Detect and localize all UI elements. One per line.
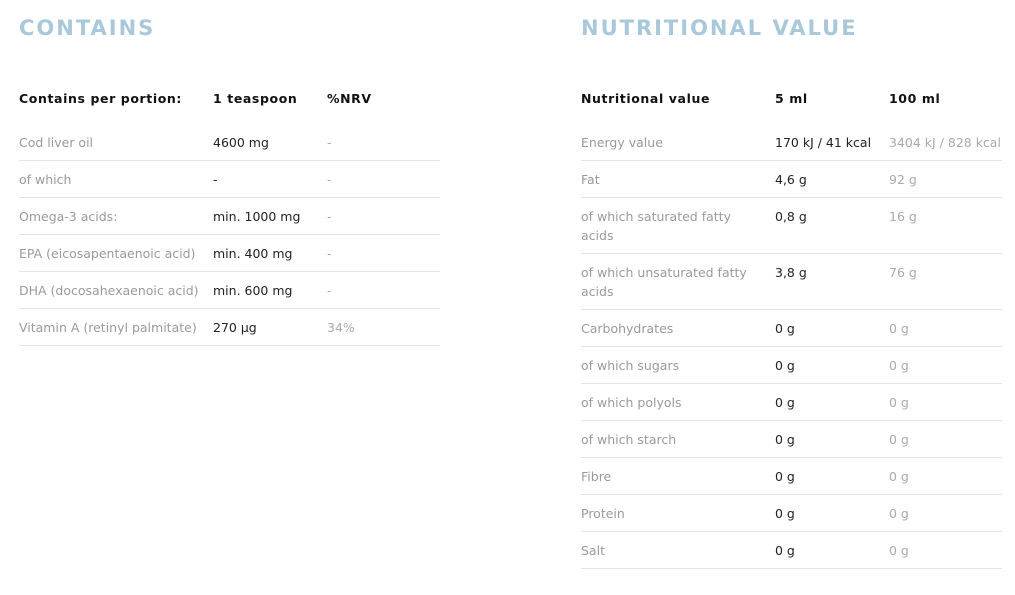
column-header: 100 ml [889,91,941,106]
row-value: 0,8 g [775,209,807,224]
row-label: of which [19,172,72,187]
table-row: of which - - [19,161,440,198]
row-value-secondary: 0 g [889,469,909,484]
row-value-secondary: - [327,209,332,224]
table-row: Omega-3 acids: min. 1000 mg - [19,198,440,235]
table-row: Fat 4,6 g 92 g [581,161,1002,198]
table-row: Salt 0 g 0 g [581,532,1002,569]
row-value: 0 g [775,432,795,447]
row-label: Energy value [581,135,663,150]
row-value: 4,6 g [775,172,807,187]
column-header: 5 ml [775,91,808,106]
table-row: of which saturated fatty acids 0,8 g 16 g [581,198,1002,254]
row-value: 3,8 g [775,265,807,280]
row-value: 0 g [775,506,795,521]
row-value: min. 400 mg [213,246,293,261]
row-value: 4600 mg [213,135,269,150]
table-row: Energy value 170 kJ / 41 kcal 3404 kJ / 82… [581,124,1002,161]
row-label: of which saturated fatty acids [581,209,731,243]
row-value-secondary: 0 g [889,506,909,521]
row-value-secondary: - [327,135,332,150]
row-label: EPA (eicosapentaenoic acid) [19,246,196,261]
table-row: Carbohydrates 0 g 0 g [581,310,1002,347]
row-value: 170 kJ / 41 kcal [775,135,872,150]
row-value-secondary: - [327,283,332,298]
row-label: Fibre [581,469,612,484]
column-header: Contains per portion: [19,91,183,106]
row-label: Vitamin A (retinyl palmitate) [19,320,197,335]
row-label: Salt [581,543,605,558]
column-header: 1 teaspoon [213,91,298,106]
table-header: Contains per portion: 1 teaspoon %NRV [19,89,440,109]
table-row: Vitamin A (retinyl palmitate) 270 µg 34% [19,309,440,346]
row-value: 0 g [775,469,795,484]
contains-title: CONTAINS [19,16,156,40]
table-row: EPA (eicosapentaenoic acid) min. 400 mg - [19,235,440,272]
row-value: min. 1000 mg [213,209,301,224]
row-value: 0 g [775,358,795,373]
row-value-secondary: 3404 kJ / 828 kcal [889,135,1001,150]
row-label: Protein [581,506,625,521]
row-label: of which unsaturated fatty acids [581,265,747,299]
row-value: - [213,172,218,187]
contains-table: Contains per portion: 1 teaspoon %NRV Cod l… [19,89,440,346]
row-value-secondary: 76 g [889,265,917,280]
nutritional-value-table: Nutritional value 5 ml 100 ml Energy value 1… [581,89,1002,569]
row-value: 270 µg [213,320,257,335]
row-value: min. 600 mg [213,283,293,298]
table-row: of which starch 0 g 0 g [581,421,1002,458]
column-header: %NRV [327,91,372,106]
table-header: Nutritional value 5 ml 100 ml [581,89,1002,109]
row-label: of which starch [581,432,677,447]
row-value-secondary: 0 g [889,432,909,447]
column-header: Nutritional value [581,91,711,106]
table-row: Protein 0 g 0 g [581,495,1002,532]
table-row: Fibre 0 g 0 g [581,458,1002,495]
row-value-secondary: 0 g [889,321,909,336]
row-label: Fat [581,172,600,187]
row-value-secondary: 16 g [889,209,917,224]
nutritional-value-title: NUTRITIONAL VALUE [581,16,858,40]
row-value: 0 g [775,395,795,410]
row-value-secondary: 92 g [889,172,917,187]
row-value: 0 g [775,543,795,558]
row-value-secondary: - [327,172,332,187]
row-value-secondary: 0 g [889,358,909,373]
table-row: of which polyols 0 g 0 g [581,384,1002,421]
table-row: Cod liver oil 4600 mg - [19,124,440,161]
table-row: of which sugars 0 g 0 g [581,347,1002,384]
row-label: of which polyols [581,395,682,410]
table-row: DHA (docosahexaenoic acid) min. 600 mg - [19,272,440,309]
row-value-secondary: 0 g [889,543,909,558]
row-value: 0 g [775,321,795,336]
table-row: of which unsaturated fatty acids 3,8 g 76 … [581,254,1002,310]
row-label: Carbohydrates [581,321,674,336]
row-label: of which sugars [581,358,680,373]
row-label: Cod liver oil [19,135,94,150]
row-value-secondary: 0 g [889,395,909,410]
row-label: DHA (docosahexaenoic acid) [19,283,199,298]
row-label: Omega-3 acids: [19,209,118,224]
row-value-secondary: 34% [327,320,355,335]
row-value-secondary: - [327,246,332,261]
